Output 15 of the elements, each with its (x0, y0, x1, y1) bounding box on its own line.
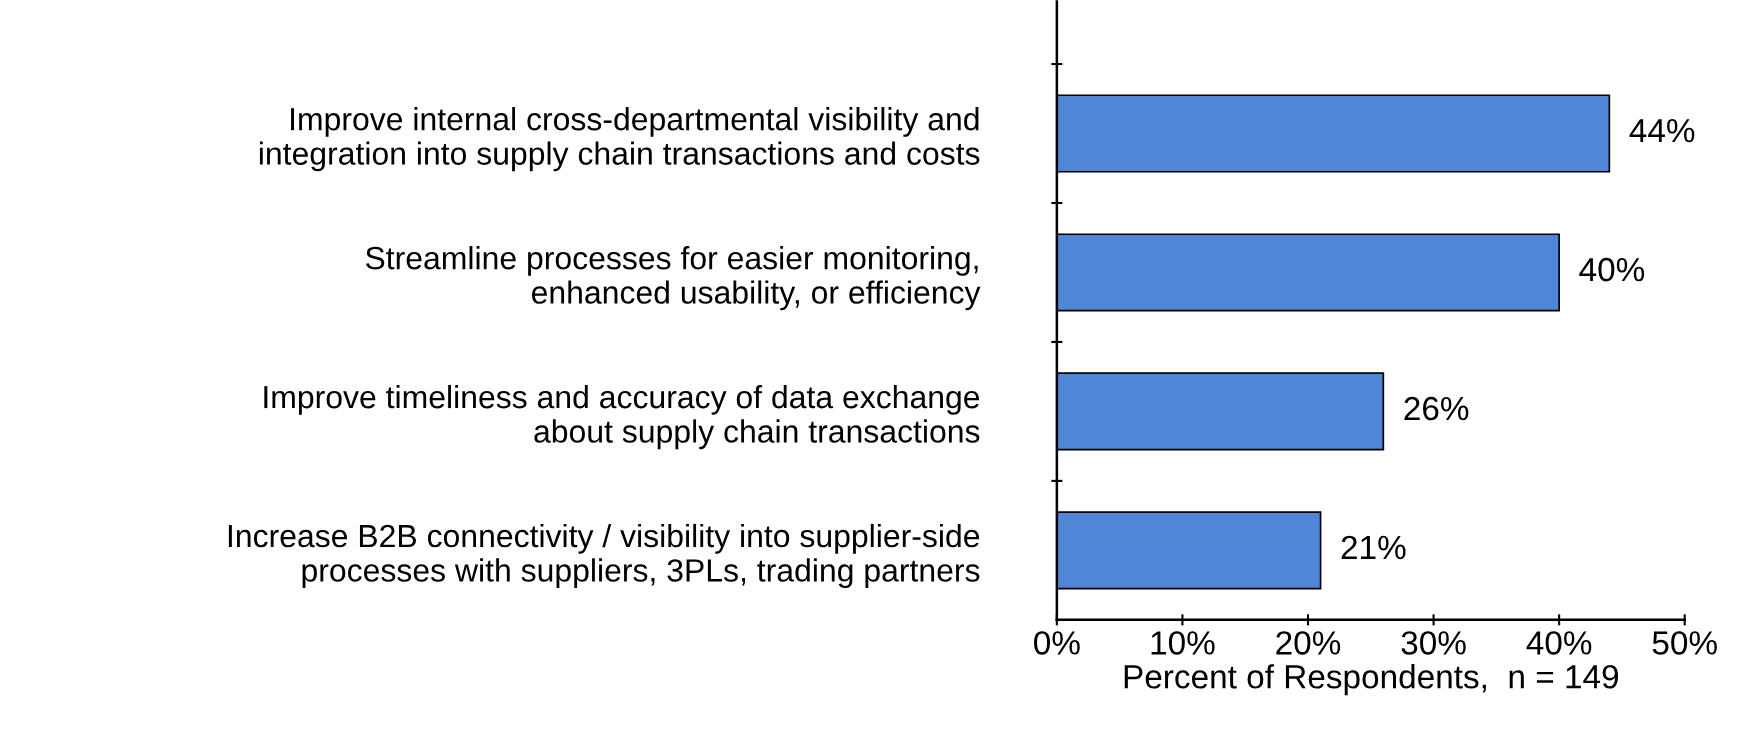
x-tick-label: 20% (1276, 631, 1341, 655)
y-tick-label: Improve internal cross-departmental visibility and integration into supply chain transactions and costs (259, 107, 980, 172)
data-label: 21% (1341, 535, 1406, 560)
data-label: 44% (1629, 118, 1695, 143)
data-label: 40% (1579, 257, 1645, 282)
x-tick-label: 0% (1034, 631, 1080, 655)
x-tick-label: 10% (1151, 631, 1215, 655)
y-tick-label: Streamline processes for easier monitoring, enhanced usability, or efficiency (365, 245, 981, 311)
x-tick-label: 40% (1526, 631, 1592, 655)
data-label: 26% (1404, 396, 1469, 421)
x-tick-label: 30% (1401, 631, 1466, 655)
y-tick-label: Increase B2B connectivity / visibility into supplier-side processes with suppliers, 3PLs, trading partners (228, 523, 980, 589)
x-axis-title: Percent of Respondents, n = 149 (1124, 664, 1618, 696)
y-tick-label: Improve timeliness and accuracy of data exchange about supply chain transactions (264, 384, 980, 450)
x-tick-label: 50% (1652, 631, 1717, 655)
